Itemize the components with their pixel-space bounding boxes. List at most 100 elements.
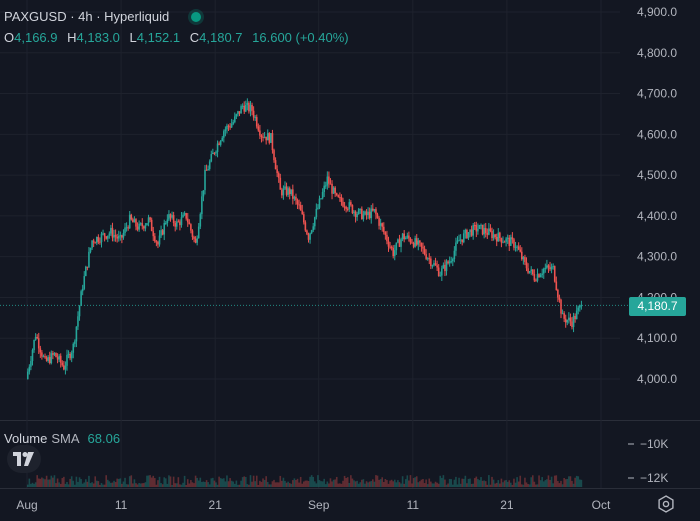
- candle-body: [464, 230, 467, 234]
- volume-bar: [251, 481, 253, 487]
- volume-bar: [477, 479, 479, 487]
- candle-body: [91, 240, 93, 248]
- candle-body: [317, 207, 319, 209]
- candle-body: [102, 233, 104, 235]
- x-tick-label: Oct: [592, 498, 611, 512]
- volume-bar: [160, 483, 162, 487]
- volume-bar: [351, 478, 354, 487]
- volume-bar: [102, 484, 104, 487]
- candle-body: [361, 208, 363, 220]
- candle-body: [37, 338, 40, 349]
- symbol-title[interactable]: PAXGUSD · 4h · Hyperliquid: [4, 9, 170, 24]
- candle-body: [365, 211, 368, 216]
- candle-body: [216, 143, 219, 152]
- volume-bar: [244, 476, 247, 487]
- volume-bar: [426, 484, 429, 487]
- volume-bar: [80, 479, 82, 487]
- candle-body: [218, 143, 220, 145]
- volume-bar: [232, 481, 235, 487]
- volume-bar: [489, 484, 492, 487]
- tradingview-logo[interactable]: [7, 445, 41, 473]
- candle-body: [119, 235, 122, 237]
- volume-bar: [202, 481, 205, 487]
- volume-bar: [224, 481, 227, 487]
- volume-bar: [114, 482, 117, 487]
- volume-bar: [475, 476, 478, 487]
- volume-bar: [74, 484, 76, 487]
- volume-bar: [411, 483, 413, 487]
- volume-bar: [255, 475, 258, 487]
- candle-body: [83, 276, 86, 289]
- y-tick-label: 4,700.0: [637, 87, 677, 101]
- symbol-legend[interactable]: PAXGUSD · 4h · Hyperliquid: [4, 8, 201, 26]
- candle-body: [292, 189, 294, 199]
- volume-bar: [404, 479, 407, 487]
- candle-body: [279, 177, 282, 190]
- candle-body: [47, 357, 49, 361]
- volume-bar: [288, 483, 291, 487]
- candle-body: [406, 235, 409, 238]
- candle-body: [66, 355, 68, 366]
- candle-body: [266, 133, 269, 141]
- candle-body: [312, 226, 315, 231]
- volume-bar: [550, 476, 553, 487]
- candle-body: [546, 265, 548, 268]
- candle-body: [516, 246, 518, 248]
- x-tick-label: Aug: [16, 498, 37, 512]
- candle-body: [213, 152, 216, 154]
- candle-body: [527, 268, 529, 273]
- candle-body: [313, 217, 316, 227]
- volume-bar: [541, 477, 543, 487]
- candle-body: [564, 318, 567, 323]
- volume-legend[interactable]: Volume SMA 68.06: [4, 431, 120, 446]
- settings-gear-icon[interactable]: [657, 495, 675, 513]
- volume-bar: [472, 483, 474, 487]
- x-tick-label: 21: [500, 498, 514, 512]
- candle-body: [459, 239, 462, 241]
- candle-body: [150, 219, 153, 232]
- candle-body: [437, 267, 440, 276]
- candle-body: [372, 208, 374, 211]
- candle-body: [448, 261, 451, 264]
- candle-body: [158, 235, 161, 245]
- candle-body: [164, 223, 167, 225]
- volume-bar: [508, 480, 511, 487]
- volume-bar: [199, 477, 202, 487]
- candle-body: [335, 193, 338, 196]
- candle-body: [425, 254, 427, 259]
- volume-bar: [274, 482, 277, 487]
- candle-body: [227, 125, 230, 127]
- candle-body: [431, 265, 434, 267]
- volume-bar: [579, 479, 581, 487]
- volume-bar: [169, 476, 172, 487]
- candle-body: [127, 227, 129, 229]
- candle-body: [574, 315, 576, 320]
- candle-body: [185, 213, 187, 219]
- volume-bar: [218, 476, 220, 487]
- candle-body: [288, 188, 291, 195]
- volume-bar: [47, 479, 49, 487]
- candles: [26, 98, 583, 380]
- candle-body: [486, 233, 489, 235]
- candle-body: [580, 305, 583, 307]
- volume-bar: [91, 482, 93, 487]
- candle-body: [555, 281, 558, 290]
- volume-bar: [522, 484, 525, 487]
- candle-body: [296, 200, 299, 205]
- y-tick-label: 4,400.0: [637, 209, 677, 223]
- volume-bar: [420, 479, 423, 487]
- volume-bar: [139, 483, 142, 487]
- open-label: O: [4, 30, 15, 45]
- volume-bar: [161, 484, 164, 487]
- volume-bar: [346, 477, 349, 487]
- x-tick-label: 11: [115, 498, 128, 512]
- volume-bar: [549, 479, 551, 487]
- volume-bar: [281, 480, 283, 487]
- volume-bar: [295, 479, 297, 487]
- candle-body: [547, 265, 550, 268]
- candle-body: [246, 102, 249, 106]
- volume-bar: [304, 480, 307, 487]
- candle-body: [141, 223, 144, 227]
- volume-bar: [50, 475, 53, 487]
